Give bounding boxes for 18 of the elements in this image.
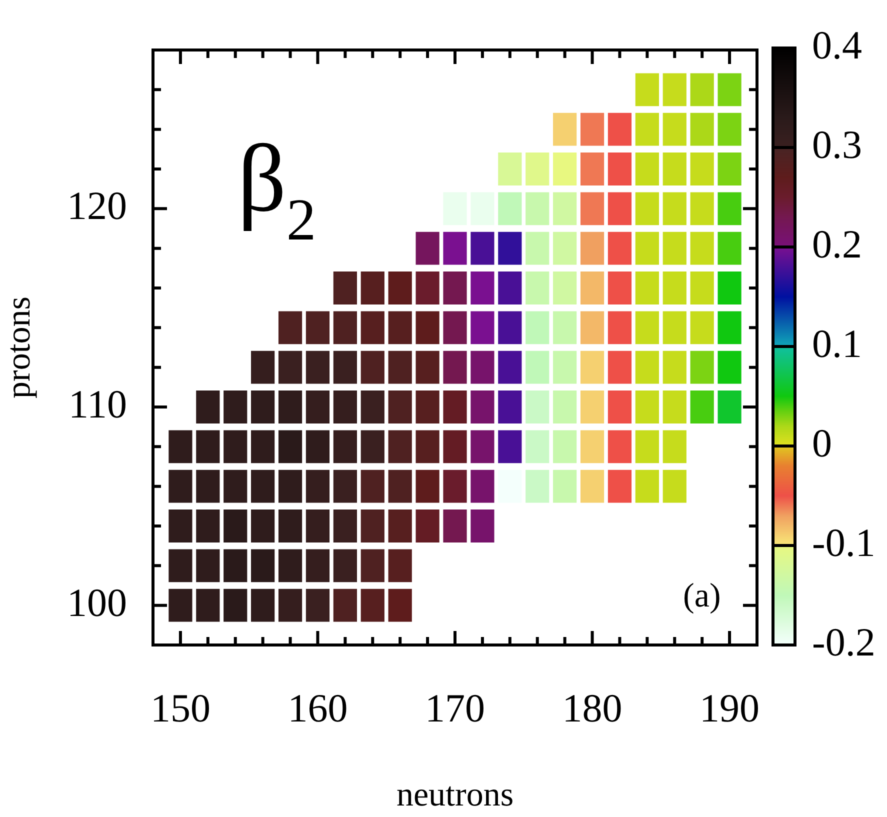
color-bar-label: -0.2 <box>812 620 876 664</box>
color-bar-label: 0.2 <box>812 222 862 266</box>
y-axis-title: protons <box>0 296 38 398</box>
x-tick-label: 170 <box>425 686 485 730</box>
color-bar-label: 0 <box>812 420 832 466</box>
y-tick-label: 100 <box>67 580 127 625</box>
x-tick-label: 190 <box>700 686 760 730</box>
x-axis-title: neutrons <box>396 776 514 814</box>
y-tick-label: 110 <box>68 382 127 426</box>
color-bar-label: 0.1 <box>812 321 862 366</box>
y-tick-label: 120 <box>67 183 127 228</box>
annotation: (a) <box>683 577 721 614</box>
color-bar-label: 0.4 <box>812 22 862 68</box>
color-bar-label: -0.1 <box>812 520 876 565</box>
x-tick-label: 160 <box>288 686 348 730</box>
x-tick-label: 150 <box>150 686 210 730</box>
color-bar-label: 0.3 <box>812 122 862 167</box>
x-tick-label: 180 <box>562 686 622 730</box>
